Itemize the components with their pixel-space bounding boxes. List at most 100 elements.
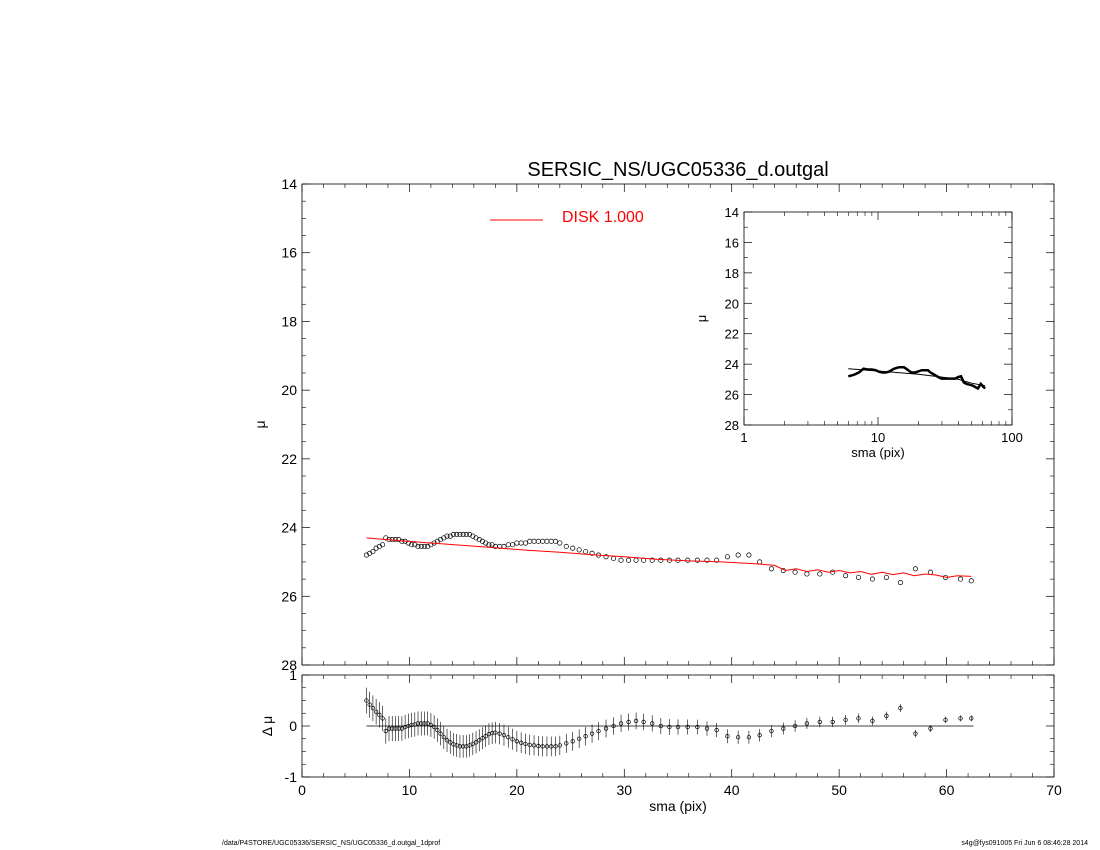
data-point [884,713,889,718]
x-tick-label: 1 [740,430,747,445]
data-point [510,542,516,548]
data-point [386,726,392,731]
inset-model-line [366,537,972,578]
data-point [510,737,515,742]
data-point [667,724,672,730]
data-point [531,743,537,748]
data-point [685,557,691,563]
data-point [675,724,681,730]
data-point [870,718,875,724]
data-point [506,735,511,740]
x-tick-label: 40 [724,782,740,798]
data-point [714,557,720,563]
data-point [610,555,617,562]
data-point [444,738,450,743]
data-point [540,538,546,544]
data-point [649,557,655,563]
y-tick-label: 18 [281,313,297,329]
data-point [968,578,974,584]
data-point [958,716,963,721]
data-point [869,576,875,582]
data-point [735,552,741,558]
data-point [626,719,631,725]
x-tick-label: 10 [871,430,885,445]
data-point [415,721,421,726]
data-point [370,549,376,555]
data-point [641,719,646,725]
y-tick-label: 1 [289,667,297,683]
data-point [377,712,382,717]
data-point [563,543,569,550]
x-axis-label: sma (pix) [851,445,904,460]
data-point [493,730,498,735]
plot-frame [743,211,1013,426]
data-point [477,738,482,743]
data-point [830,719,835,725]
data-point [480,736,485,741]
data-point [817,571,823,577]
data-point [457,531,463,537]
y-tick-label: 26 [281,588,297,604]
y-tick-label: 28 [725,418,739,433]
data-point [419,721,424,726]
data-point [694,557,700,563]
data-point [736,735,741,740]
data-point [583,549,589,555]
data-point [522,540,529,546]
inset-panel: 14 16 18 20 22 24 26 281 10 100 sma (pix) μ [694,205,1023,460]
data-point [927,569,934,575]
data-point [570,545,576,551]
data-point [746,552,752,558]
x-tick-label: 100 [1001,430,1023,445]
data-point [611,723,616,729]
x-tick-label: 20 [509,782,525,798]
data-point [714,727,719,733]
data-point [418,543,424,550]
data-point [460,744,466,749]
data-point [577,736,582,741]
data-point [553,744,558,749]
data-point [804,721,810,726]
data-point [501,733,507,738]
footer-file-path: /data/P4STORE/UGC05336/SERSIC_NS/UGC0533… [222,840,441,847]
data-point [392,537,399,543]
data-point [519,740,524,745]
plot-frame [301,183,1055,666]
data-point [557,743,562,748]
y-tick-label: 26 [725,388,739,403]
x-axis-label: sma (pix) [649,798,707,814]
data-point [626,557,632,563]
data-point [460,531,466,537]
data-point [505,542,511,548]
data-point [549,744,554,749]
data-point [589,550,595,556]
data-point [370,706,376,711]
data-point [415,543,421,550]
data-point [603,554,609,560]
data-point [943,717,948,723]
data-point [457,744,463,749]
data-point [658,723,663,729]
data-point [431,724,437,730]
y-tick-label: 16 [281,245,297,261]
x-tick-label: 60 [939,782,955,798]
x-tick-label: 10 [402,782,418,798]
data-point [704,557,710,563]
data-point [855,574,862,580]
data-point [367,702,372,707]
y-tick-label: 24 [725,357,739,372]
y-tick-label: 24 [281,520,297,536]
data-point [448,740,453,745]
data-point [450,531,457,537]
data-point [523,741,528,746]
data-point [540,744,545,749]
data-point [428,722,434,728]
data-point [781,726,786,731]
x-tick-label: 70 [1046,782,1062,798]
data-point [757,559,763,565]
y-tick-label: 14 [281,176,297,192]
data-point [843,573,849,579]
data-point [435,727,440,733]
data-point [463,531,469,537]
